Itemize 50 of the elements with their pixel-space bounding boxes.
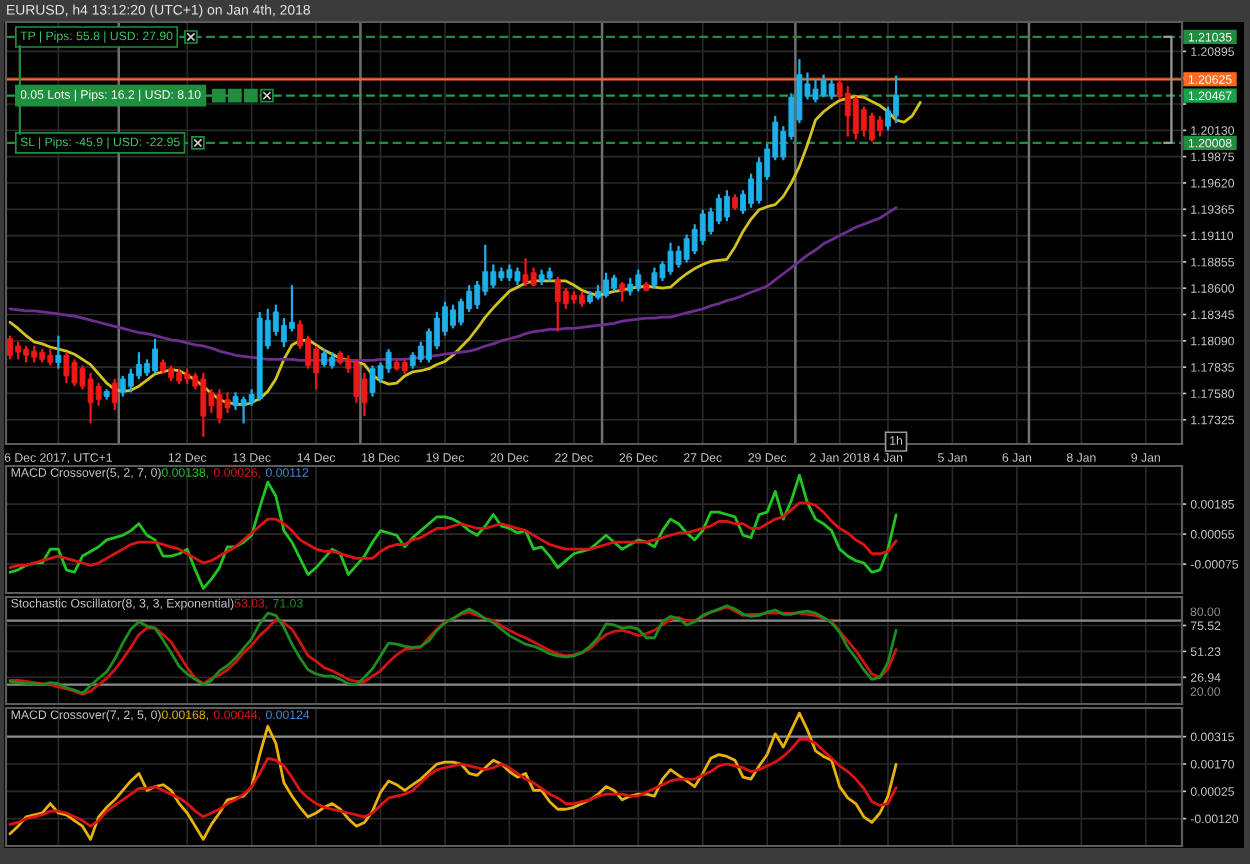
candlestick — [224, 391, 231, 415]
candlestick — [667, 241, 674, 276]
candlestick — [554, 275, 561, 333]
candlestick — [828, 78, 835, 101]
candlestick — [55, 334, 62, 370]
candlestick — [7, 334, 13, 361]
line-series — [8, 738, 898, 828]
candlestick — [812, 78, 819, 104]
candlestick — [868, 111, 875, 143]
candlestick — [482, 243, 489, 297]
candlestick — [820, 73, 827, 99]
candlestick — [651, 266, 658, 290]
candlestick — [87, 371, 94, 425]
candlestick — [135, 351, 142, 381]
candlestick — [715, 193, 722, 226]
candlestick — [216, 388, 223, 425]
candlestick — [63, 351, 70, 385]
candlestick — [280, 317, 287, 349]
candlestick — [723, 189, 730, 223]
candlestick — [893, 74, 899, 125]
candlestick — [369, 364, 376, 398]
candlestick — [877, 114, 883, 138]
candlestick — [860, 105, 867, 138]
candlestick — [450, 303, 456, 330]
candlestick — [852, 95, 859, 141]
candlestick — [844, 84, 851, 138]
candlestick — [675, 244, 682, 269]
candlestick — [490, 263, 497, 290]
candlestick — [95, 382, 102, 407]
candlestick — [71, 358, 78, 388]
candlestick — [603, 271, 609, 299]
candlestick — [119, 374, 126, 398]
candlestick — [562, 287, 569, 310]
line-series — [8, 711, 898, 841]
candlestick — [707, 206, 714, 236]
candlestick — [313, 344, 320, 391]
candlestick — [683, 233, 690, 264]
line-series — [8, 501, 898, 569]
candlestick — [699, 208, 706, 246]
candlestick — [635, 268, 642, 293]
candlestick — [756, 156, 763, 205]
candlestick — [522, 257, 529, 288]
candlestick — [619, 280, 626, 303]
candlestick — [474, 279, 481, 310]
candlestick — [240, 395, 247, 425]
candlestick — [127, 367, 134, 394]
candlestick — [200, 371, 207, 438]
candlestick — [458, 297, 465, 327]
candlestick — [152, 337, 158, 375]
candlestick — [111, 377, 118, 412]
